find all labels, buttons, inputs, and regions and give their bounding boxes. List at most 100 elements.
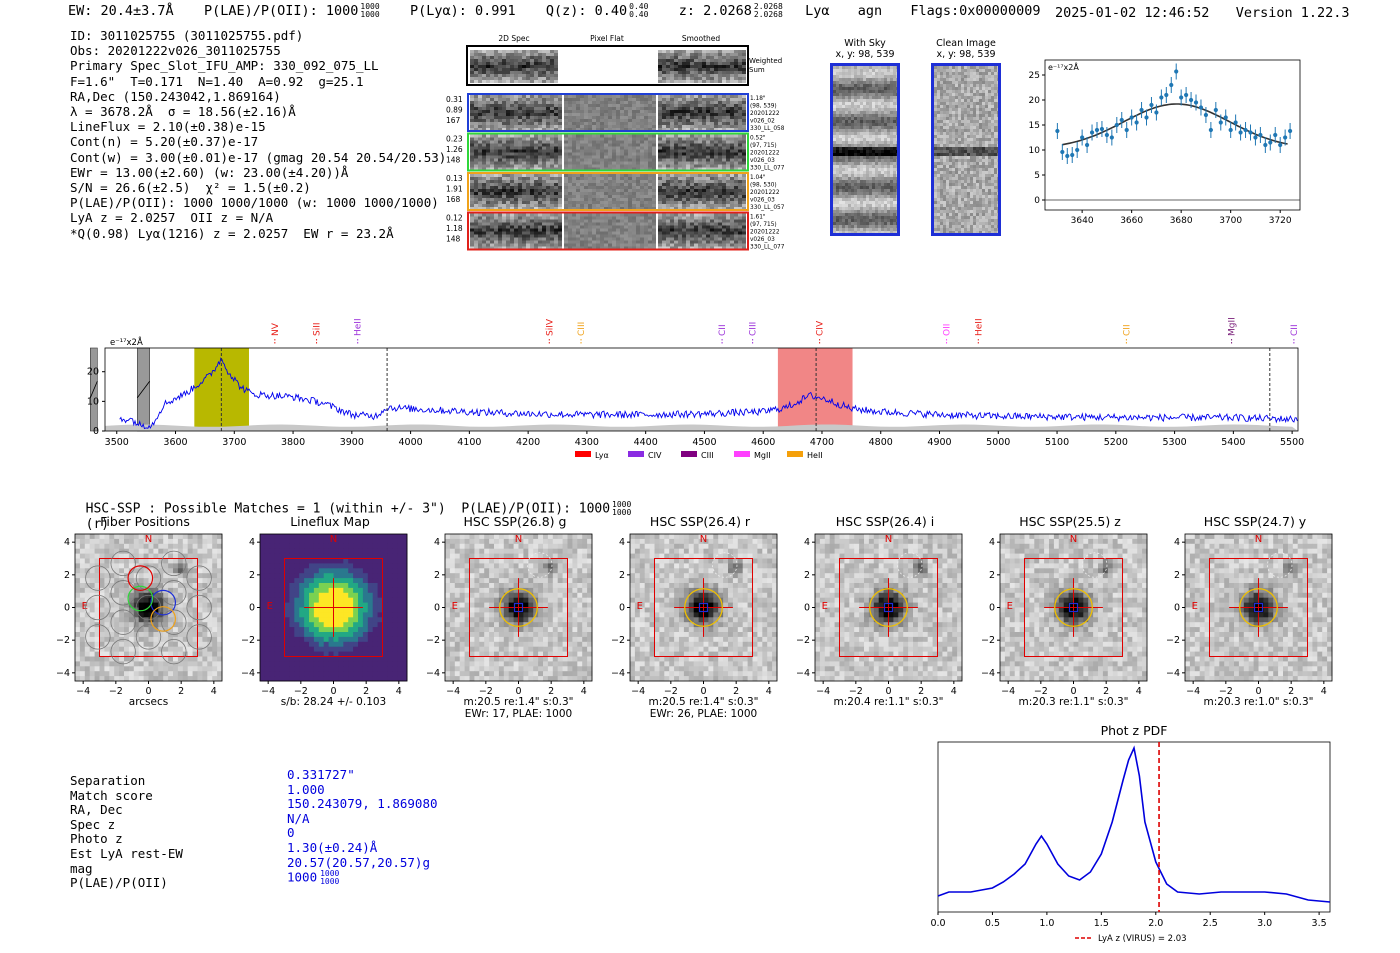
pixel bbox=[644, 164, 648, 168]
pixel bbox=[518, 134, 522, 138]
pixel bbox=[636, 164, 640, 168]
pixel bbox=[694, 177, 698, 180]
pixel bbox=[730, 71, 734, 74]
pixel bbox=[742, 98, 746, 101]
pixel bbox=[666, 149, 670, 153]
pixel bbox=[666, 243, 670, 247]
pixel bbox=[686, 161, 690, 165]
pixel bbox=[486, 219, 490, 223]
pixel bbox=[600, 207, 604, 210]
pixel bbox=[542, 192, 546, 195]
pixel bbox=[628, 207, 632, 210]
pixel bbox=[608, 201, 612, 204]
pixel bbox=[510, 59, 514, 62]
pixel bbox=[592, 128, 596, 131]
pixel bbox=[470, 134, 474, 138]
pixel bbox=[636, 192, 640, 195]
pixel bbox=[564, 104, 568, 107]
pixel bbox=[714, 128, 718, 131]
pixel bbox=[860, 69, 863, 72]
pixel bbox=[502, 237, 506, 241]
pixel bbox=[510, 161, 514, 165]
pixel bbox=[730, 161, 734, 165]
pixel bbox=[866, 117, 869, 120]
pixel bbox=[530, 77, 534, 80]
pixel bbox=[474, 225, 478, 229]
pixel bbox=[854, 108, 857, 111]
pixel bbox=[836, 153, 839, 156]
pixel bbox=[502, 68, 506, 71]
pixel bbox=[890, 78, 893, 81]
pixel bbox=[842, 177, 845, 180]
pixel bbox=[526, 225, 530, 229]
pixel bbox=[872, 117, 875, 120]
pixel bbox=[839, 114, 842, 117]
pixel bbox=[518, 116, 522, 119]
pixel bbox=[884, 147, 887, 150]
pixel bbox=[682, 161, 686, 165]
pixel bbox=[592, 164, 596, 168]
pixel bbox=[604, 177, 608, 180]
pixel bbox=[470, 177, 474, 180]
pixel bbox=[518, 213, 522, 217]
pixel bbox=[592, 167, 596, 171]
pixel bbox=[845, 117, 848, 120]
pixel bbox=[596, 195, 600, 198]
pixel bbox=[863, 105, 866, 108]
pixel bbox=[836, 174, 839, 177]
pixel bbox=[857, 117, 860, 120]
pixel bbox=[726, 234, 730, 238]
pixel bbox=[580, 201, 584, 204]
pixel bbox=[478, 98, 482, 101]
pixel bbox=[722, 107, 726, 110]
pixel bbox=[580, 161, 584, 165]
pixel bbox=[596, 128, 600, 131]
pixel bbox=[730, 134, 734, 138]
pixel bbox=[644, 152, 648, 156]
pixel bbox=[682, 149, 686, 153]
pixel bbox=[845, 111, 848, 114]
pixel bbox=[530, 198, 534, 201]
pixel bbox=[482, 50, 486, 53]
pixel bbox=[482, 167, 486, 171]
pixel bbox=[534, 204, 538, 207]
pixel bbox=[542, 65, 546, 68]
pixel bbox=[494, 198, 498, 201]
pixel bbox=[738, 110, 742, 113]
pixel bbox=[652, 152, 656, 156]
pixel bbox=[734, 195, 738, 198]
pixel bbox=[518, 95, 522, 98]
pixel bbox=[494, 152, 498, 156]
pixel bbox=[482, 228, 486, 232]
pixel bbox=[628, 198, 632, 201]
pixel bbox=[522, 164, 526, 168]
pixel bbox=[722, 152, 726, 156]
pixel bbox=[842, 204, 845, 207]
pixel bbox=[839, 66, 842, 69]
pixel bbox=[648, 228, 652, 232]
pixel bbox=[662, 122, 666, 125]
pixel bbox=[662, 152, 666, 156]
pixel bbox=[624, 219, 628, 223]
pixel bbox=[851, 162, 854, 165]
pixel bbox=[872, 123, 875, 126]
pixel bbox=[734, 167, 738, 171]
pixel bbox=[592, 149, 596, 153]
pixel bbox=[869, 141, 872, 144]
pixel bbox=[490, 50, 494, 53]
pixel bbox=[863, 132, 866, 135]
pixel bbox=[572, 128, 576, 131]
pixel bbox=[738, 68, 742, 71]
pixel bbox=[584, 149, 588, 153]
pixel bbox=[608, 213, 612, 217]
pixel bbox=[632, 143, 636, 147]
pixel bbox=[652, 155, 656, 159]
pixel bbox=[584, 225, 588, 229]
pixel bbox=[482, 246, 486, 250]
pixel bbox=[718, 216, 722, 220]
pixel bbox=[690, 56, 694, 59]
pixel bbox=[546, 74, 550, 77]
pixel bbox=[558, 228, 562, 232]
pixel bbox=[726, 140, 730, 144]
pixel bbox=[494, 101, 498, 104]
